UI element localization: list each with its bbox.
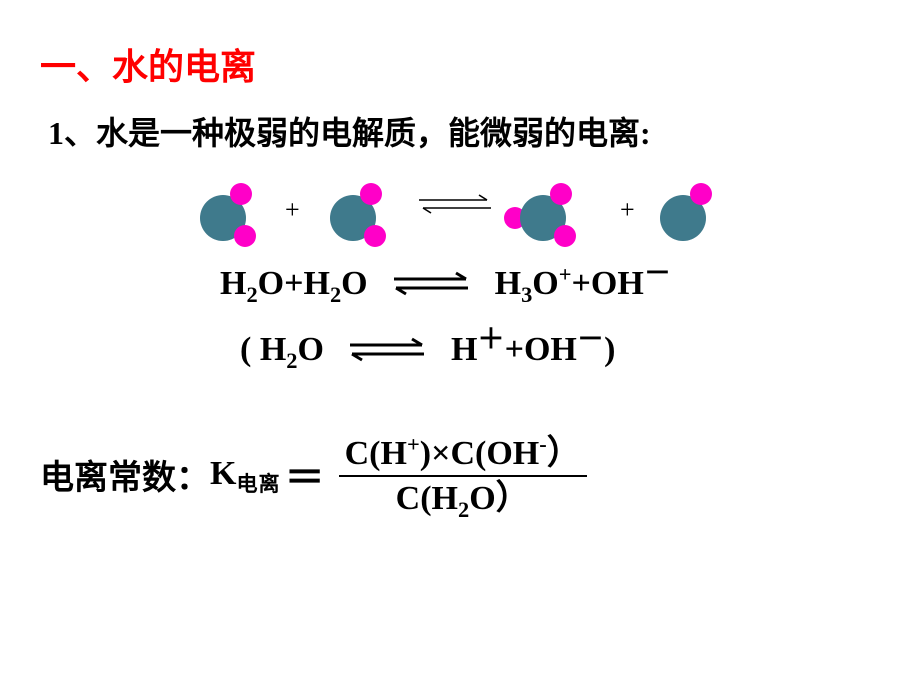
fraction: C(H+)×C(OH-） C(H2O）	[339, 434, 587, 518]
eq-term: H＋	[451, 331, 505, 368]
equation-autoionization-simple: ( H2O H＋+OH－)	[240, 328, 615, 371]
hydrogen-atom-icon	[360, 183, 382, 205]
equilibrium-arrow-icon	[344, 333, 430, 371]
eq-term: OH－	[591, 265, 671, 302]
molecule-diagram: + +	[200, 165, 780, 245]
equation-autoionization-full: H2O+H2O H3O++OH－	[220, 262, 671, 305]
hydrogen-atom-icon	[554, 225, 576, 247]
hydrogen-atom-icon	[234, 225, 256, 247]
hydrogen-atom-icon	[550, 183, 572, 205]
eq-term: OH－	[524, 331, 604, 368]
subheading-text: 水是一种极弱的电解质，能微弱的电离:	[96, 115, 651, 151]
subheading-sep: 、	[64, 115, 96, 151]
hydrogen-atom-icon	[690, 183, 712, 205]
plus-symbol: +	[505, 331, 524, 368]
plus-symbol: +	[284, 265, 303, 302]
hydrogen-atom-icon	[230, 183, 252, 205]
fraction-numerator: C(H+)×C(OH-）	[339, 434, 587, 477]
paren-close: )	[604, 331, 615, 368]
k-symbol: K电离	[210, 455, 281, 493]
fraction-denominator: C(H2O）	[390, 477, 536, 518]
equilibrium-arrow-icon	[415, 190, 495, 218]
slide: 一、水的电离 1、水是一种极弱的电解质，能微弱的电离: +	[0, 0, 920, 690]
plus-symbol: +	[572, 265, 591, 302]
section-heading: 一、水的电离	[40, 38, 256, 90]
eq-term: H3O+	[495, 265, 572, 302]
hydrogen-atom-icon	[364, 225, 386, 247]
equilibrium-arrow-icon	[388, 267, 474, 305]
k-label: 电离常数：	[40, 450, 210, 499]
equals-sign: ＝	[285, 445, 325, 503]
eq-term: H2O	[260, 331, 324, 368]
eq-term: H2O	[304, 265, 368, 302]
subheading: 1、水是一种极弱的电解质，能微弱的电离:	[48, 108, 651, 154]
paren-open: (	[240, 331, 260, 368]
ionization-constant-line: 电离常数： K电离 ＝ C(H+)×C(OH-） C(H2O）	[40, 432, 587, 516]
subheading-number: 1	[48, 115, 64, 151]
plus-symbol: +	[620, 195, 635, 225]
plus-symbol: +	[285, 195, 300, 225]
eq-term: H2O	[220, 265, 284, 302]
